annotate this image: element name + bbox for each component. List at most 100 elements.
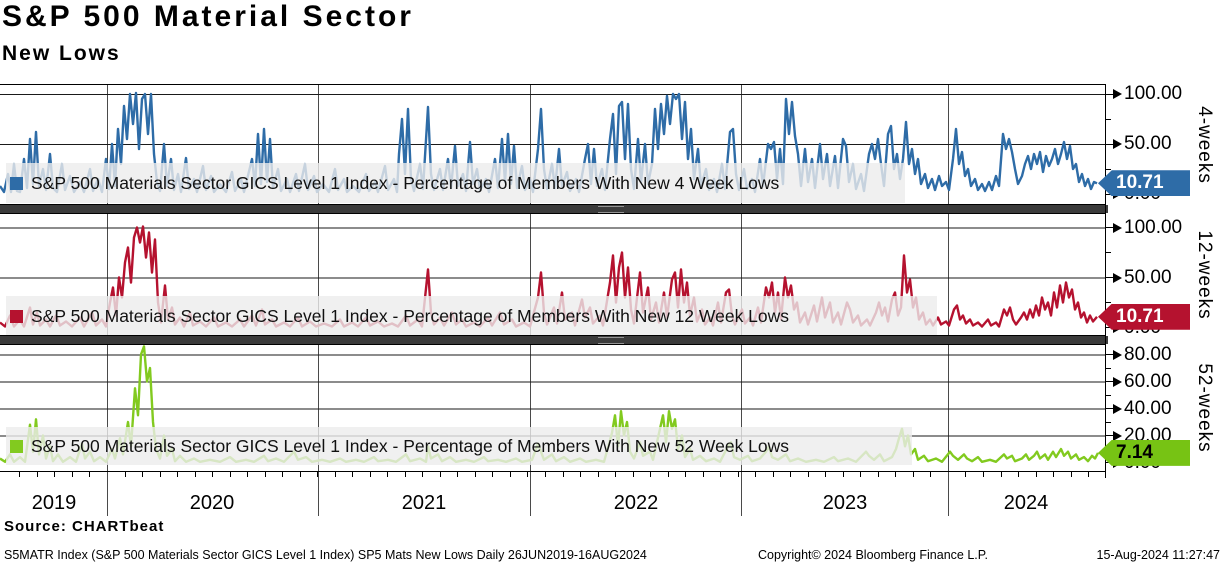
month-tick [247, 472, 248, 477]
month-tick [598, 472, 599, 477]
y-tick [1105, 277, 1114, 278]
month-tick [983, 472, 984, 477]
month-tick [125, 472, 126, 477]
month-tick [265, 472, 266, 477]
y-tick [1105, 408, 1114, 409]
divider-grip-icon[interactable] [598, 337, 624, 344]
y-minor-tick [1105, 367, 1111, 369]
y-tick [1105, 435, 1114, 436]
month-tick [790, 472, 791, 477]
month-tick [703, 472, 704, 477]
year-separator [741, 472, 742, 516]
axis-year-label: 2020 [189, 492, 235, 514]
panel-divider[interactable] [0, 336, 1108, 344]
year-separator [948, 472, 949, 516]
month-tick [527, 472, 528, 477]
y-tick [1105, 143, 1114, 145]
panel-axis-label-52-weeks: 52-weeks [1194, 363, 1215, 453]
month-tick [440, 472, 441, 477]
y-tick [1105, 354, 1114, 355]
legend-marker-icon [10, 176, 23, 190]
month-tick [387, 472, 388, 477]
month-tick [1018, 472, 1019, 477]
month-tick [19, 472, 20, 477]
month-tick [370, 472, 371, 477]
axis-year-label: 2022 [613, 492, 659, 514]
legend-backdrop [6, 427, 912, 465]
month-tick [54, 472, 55, 477]
legend-52-weeks: S&P 500 Materials Sector GICS Level 1 In… [6, 434, 789, 458]
legend-4-weeks: S&P 500 Materials Sector GICS Level 1 In… [6, 171, 779, 195]
legend-marker-icon [10, 439, 23, 453]
month-tick [685, 472, 686, 477]
month-tick [335, 472, 336, 477]
last-value-text: 10.71 [1116, 305, 1164, 327]
month-tick [1036, 472, 1037, 477]
month-tick [1071, 472, 1072, 477]
legend-marker-icon [10, 309, 23, 323]
source-label: Source: CHARTbeat [4, 518, 165, 535]
chart-subtitle: New Lows [2, 42, 121, 65]
y-tick-label: 50.00 [1124, 266, 1172, 288]
month-tick [142, 472, 143, 477]
axis-year-label: 2024 [1003, 492, 1049, 514]
month-tick [230, 472, 231, 477]
month-tick [615, 472, 616, 477]
y-tick-label: 100.00 [1124, 83, 1183, 104]
month-tick [405, 472, 406, 477]
axis-year-label: 2019 [31, 492, 77, 514]
month-tick [895, 472, 896, 477]
legend-text: S&P 500 Materials Sector GICS Level 1 In… [31, 305, 790, 326]
panel-12-weeks [0, 213, 1105, 336]
y-tick-arrow-icon [1113, 222, 1122, 233]
month-tick [930, 472, 931, 477]
y-tick-arrow-icon [1113, 272, 1122, 283]
y-minor-tick [1105, 421, 1111, 423]
y-tick [1105, 381, 1114, 382]
y-minor-tick [1105, 168, 1111, 170]
year-separator [530, 472, 531, 516]
month-tick [633, 472, 634, 477]
legend-text: S&P 500 Materials Sector GICS Level 1 In… [31, 435, 790, 456]
year-separator [318, 472, 319, 516]
y-minor-tick [1105, 118, 1111, 120]
y-minor-tick [1105, 302, 1111, 303]
month-tick [720, 472, 721, 477]
month-tick [282, 472, 283, 477]
legend-12-weeks: S&P 500 Materials Sector GICS Level 1 In… [6, 304, 789, 328]
month-tick [457, 472, 458, 477]
legend-backdrop [6, 163, 905, 203]
last-value-text: 7.14 [1116, 441, 1153, 463]
legend-text: S&P 500 Materials Sector GICS Level 1 In… [31, 172, 780, 193]
panel-divider[interactable] [0, 205, 1108, 213]
chart-title: S&P 500 Material Sector [2, 0, 414, 33]
month-tick [965, 472, 966, 477]
y-tick-label: 60.00 [1124, 370, 1172, 392]
month-tick [177, 472, 178, 477]
last-value-badge-12-weeks: 10.71 [1098, 303, 1190, 330]
month-tick [913, 472, 914, 477]
month-tick [475, 472, 476, 477]
y-minor-tick [1105, 252, 1111, 253]
month-tick [1088, 472, 1089, 477]
month-tick [808, 472, 809, 477]
y-tick-arrow-icon [1113, 430, 1122, 441]
month-tick [563, 472, 564, 477]
month-tick [317, 472, 318, 477]
y-minor-tick [1105, 394, 1111, 396]
month-tick [160, 472, 161, 477]
footer-timestamp: 15-Aug-2024 11:27:47 [1096, 548, 1220, 562]
month-tick [300, 472, 301, 477]
month-tick [72, 472, 73, 477]
month-tick [352, 472, 353, 477]
divider-grip-icon[interactable] [598, 206, 624, 213]
panel-axis-label-4-weeks: 4-weeks [1194, 105, 1215, 184]
month-tick [422, 472, 423, 477]
panel-4-weeks [0, 84, 1105, 205]
month-tick [825, 472, 826, 477]
month-tick [843, 472, 844, 477]
last-value-badge-4-weeks: 10.71 [1098, 170, 1190, 197]
month-tick [89, 472, 90, 477]
panel-52-weeks [0, 344, 1105, 472]
